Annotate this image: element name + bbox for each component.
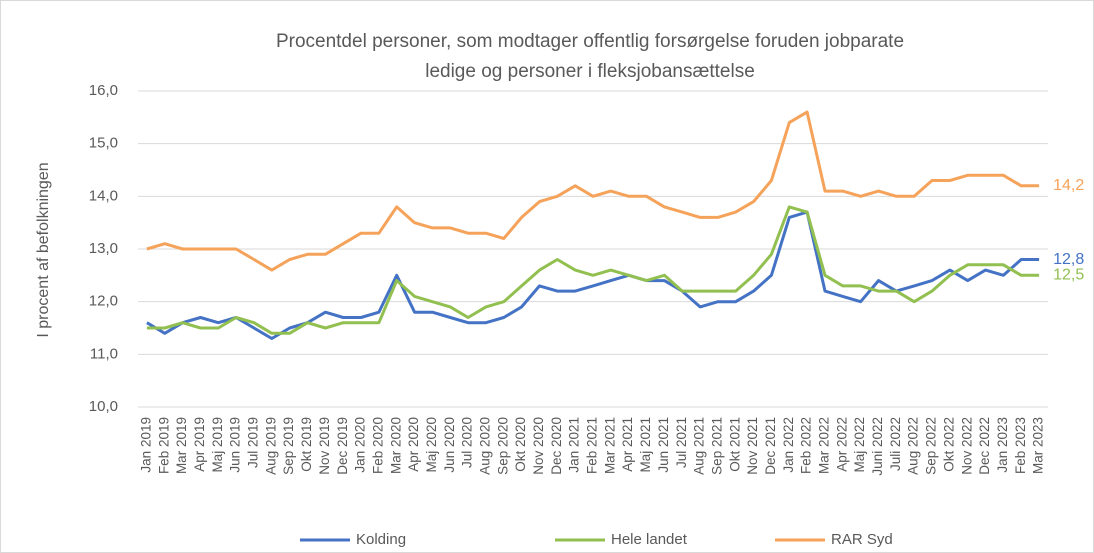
x-tick-label: Aug 2022	[906, 417, 921, 475]
x-tick-label: Sep 2021	[709, 417, 724, 475]
y-tick-label: 13,0	[89, 240, 118, 257]
x-tick-label: Sep 2022	[924, 417, 939, 475]
x-tick-label: Aug 2019	[263, 417, 278, 475]
x-tick-label: Mar 2022	[817, 417, 832, 474]
legend-label: Hele landet	[611, 531, 688, 548]
x-tick-label: Nov 2019	[317, 417, 332, 475]
x-tick-label: Dec 2022	[977, 417, 992, 475]
x-tick-label: Jul 2021	[674, 417, 689, 468]
x-tick-label: Mar 2021	[602, 417, 617, 474]
x-tick-label: Jun 2019	[228, 417, 243, 473]
x-tick-label: Okt 2019	[299, 417, 314, 472]
y-tick-label: 12,0	[89, 293, 118, 310]
x-tick-label: Okt 2022	[941, 417, 956, 472]
x-tick-label: Apr 2020	[406, 417, 421, 472]
x-tick-label: Feb 2020	[370, 417, 385, 474]
series-line	[146, 210, 1040, 340]
x-tick-label: Jun 2021	[656, 417, 671, 473]
x-tick-label: Maj 2019	[210, 417, 225, 473]
x-tick-label: Juli 2022	[888, 417, 903, 471]
x-tick-label: Juni 2022	[870, 417, 885, 476]
chart-title: Procentdel personer, som modtager offent…	[276, 31, 904, 52]
x-tick-label: Jan 2022	[781, 417, 796, 473]
x-tick-label: Maj 2020	[424, 417, 439, 473]
x-tick-label: Aug 2021	[692, 417, 707, 475]
x-tick-label: Aug 2020	[478, 417, 493, 475]
y-tick-label: 11,0	[90, 345, 118, 362]
x-tick-label: Jan 2019	[138, 417, 153, 473]
y-axis-label: I procent af befolkningen	[35, 162, 52, 337]
x-tick-label: Apr 2022	[834, 417, 849, 472]
x-tick-label: Mar 2023	[1031, 417, 1046, 474]
x-tick-label: Mar 2020	[388, 417, 403, 474]
x-tick-label: Apr 2021	[620, 417, 635, 472]
data-label: 12,5	[1053, 267, 1084, 284]
x-tick-label: Dec 2020	[549, 417, 564, 475]
series-line	[146, 205, 1040, 335]
x-tick-label: Feb 2023	[1013, 417, 1028, 474]
chart-title: ledige og personer i fleksjobansættelse	[425, 61, 755, 82]
legend-label: RAR Syd	[831, 531, 893, 548]
x-tick-label: Jun 2020	[442, 417, 457, 473]
y-tick-label: 10,0	[89, 398, 118, 415]
x-tick-label: Jan 2020	[353, 417, 368, 473]
x-tick-label: Jan 2021	[567, 417, 582, 473]
x-tick-label: Feb 2021	[585, 417, 600, 474]
x-tick-label: Nov 2020	[531, 417, 546, 475]
y-tick-label: 16,0	[89, 82, 118, 99]
x-tick-label: Feb 2022	[799, 417, 814, 474]
x-tick-label: Mar 2019	[174, 417, 189, 474]
x-tick-label: Feb 2019	[156, 417, 171, 474]
x-tick-label: Sep 2019	[281, 417, 296, 475]
series-line	[146, 110, 1040, 272]
x-tick-label: Okt 2021	[727, 417, 742, 472]
y-tick-label: 15,0	[89, 135, 118, 152]
x-tick-label: Maj 2022	[852, 417, 867, 473]
x-tick-label: Maj 2021	[638, 417, 653, 473]
x-tick-label: Jul 2019	[246, 417, 261, 468]
x-tick-label: Apr 2019	[192, 417, 207, 472]
data-label: 14,2	[1053, 177, 1084, 194]
x-tick-label: Sep 2020	[495, 417, 510, 475]
x-tick-label: Jan 2023	[995, 417, 1010, 473]
x-tick-label: Jul 2020	[460, 417, 475, 468]
x-tick-label: Nov 2022	[959, 417, 974, 475]
x-tick-label: Okt 2020	[513, 417, 528, 472]
data-label: 12,8	[1053, 251, 1084, 268]
y-tick-label: 14,0	[89, 187, 118, 204]
x-tick-label: Dec 2021	[763, 417, 778, 475]
legend-label: Kolding	[356, 531, 406, 548]
x-tick-label: Nov 2021	[745, 417, 760, 475]
x-tick-label: Dec 2019	[335, 417, 350, 475]
